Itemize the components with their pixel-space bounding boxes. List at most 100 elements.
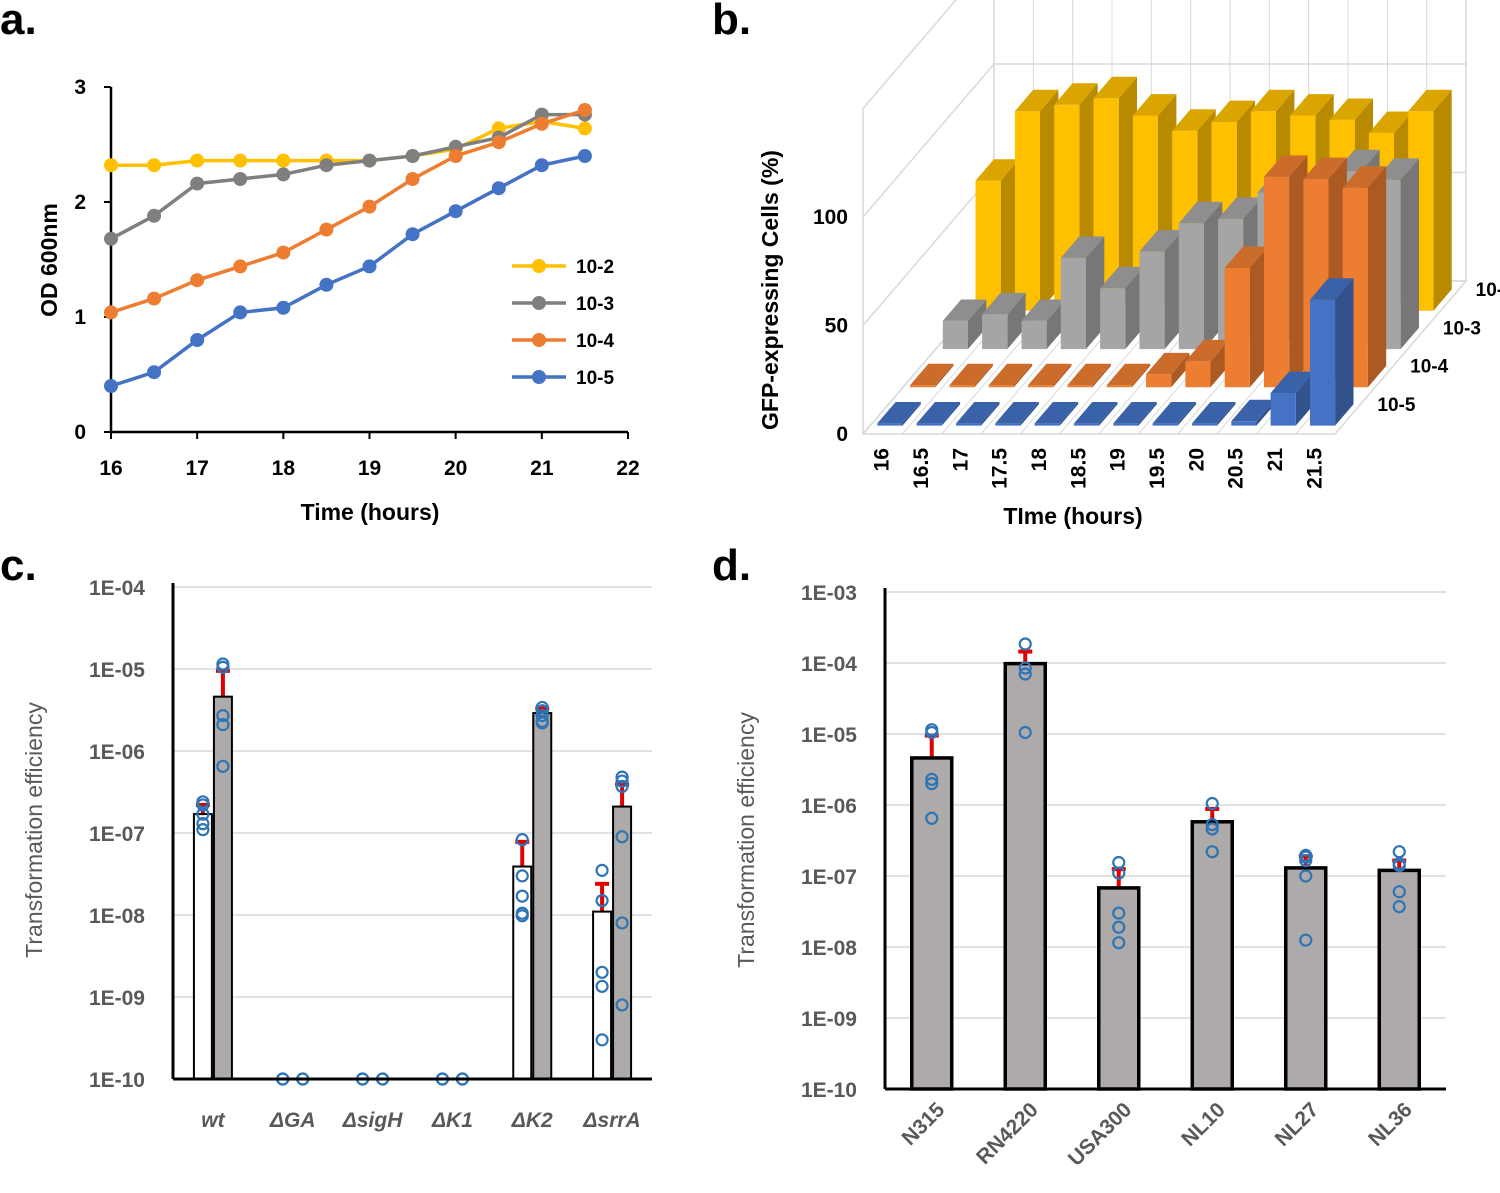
bar-top <box>1336 149 1380 172</box>
data-point <box>147 158 162 173</box>
x-tick-label: 18.5 <box>1067 448 1090 489</box>
bar-10-5 <box>1152 423 1178 426</box>
bar-top <box>877 402 921 424</box>
x-tick-label: USA300 <box>1064 1098 1136 1170</box>
data-point <box>535 716 549 730</box>
data-point <box>515 869 529 883</box>
chart-a-od600: 16 17 18 19 20 21 22 0 1 2 3 Time (hours) OD 600nm 10… <box>36 76 640 525</box>
data-point <box>577 103 592 117</box>
data-point <box>1392 845 1406 859</box>
data-point <box>515 889 529 903</box>
bar-top <box>1218 197 1262 219</box>
bar-top <box>1192 402 1236 424</box>
bar-top <box>1375 158 1419 180</box>
bar-top <box>988 363 1033 386</box>
data-point <box>491 181 506 196</box>
bar-side <box>1000 159 1019 311</box>
bar <box>212 695 233 1080</box>
data-point <box>276 153 291 168</box>
data-point <box>276 245 291 260</box>
y-axis-title: GFP-expressing Cells (%) <box>757 150 783 430</box>
bar-top <box>1146 352 1190 375</box>
data-point <box>405 149 420 163</box>
bar-side <box>1007 292 1026 350</box>
data-point <box>1112 855 1126 870</box>
bar-side <box>1046 299 1065 350</box>
data-point <box>491 135 506 150</box>
x-tick-label: 18 <box>1028 448 1051 472</box>
data-point <box>615 770 629 784</box>
data-point <box>1018 661 1032 675</box>
data-point <box>147 291 162 306</box>
x-tick-label: 19 <box>1107 448 1130 471</box>
data-point <box>233 153 248 168</box>
bar-top <box>1342 166 1387 188</box>
bar-10-4 <box>1224 268 1250 388</box>
bar-10-4 <box>988 385 1014 388</box>
y-tick-label: 0 <box>836 423 848 446</box>
bar-top <box>949 363 993 386</box>
bar-side <box>1335 278 1354 426</box>
bar-side <box>1177 402 1197 426</box>
bar-10-4 <box>910 385 936 388</box>
bar-top <box>1329 98 1373 120</box>
x-tick-label: 18 <box>272 457 296 480</box>
y-tick-label: 1E-10 <box>801 1079 857 1102</box>
y-axis-title: Transformation efficiency <box>733 712 759 968</box>
bar-10-4 <box>1264 176 1290 388</box>
data-point <box>190 333 205 347</box>
bar-side <box>1125 266 1144 350</box>
data-point <box>1018 725 1032 740</box>
bar-side <box>1020 402 1039 426</box>
bar-side <box>1040 89 1059 311</box>
bar-10-3 <box>1139 251 1165 350</box>
data-point <box>276 300 291 315</box>
bar-top <box>975 159 1019 181</box>
bar-side <box>981 402 1000 426</box>
data-point <box>448 149 463 163</box>
bar <box>592 910 613 1080</box>
bar-side <box>1164 230 1183 350</box>
bar-top <box>1152 402 1197 424</box>
bar-top <box>1290 94 1334 116</box>
data-point <box>615 830 629 844</box>
series-line-10-5 <box>110 154 586 388</box>
x-tick-label: N315 <box>898 1098 950 1150</box>
data-point <box>1205 845 1219 859</box>
panel-label-c: c. <box>0 541 37 590</box>
data-point <box>362 153 377 168</box>
data-point <box>577 149 592 163</box>
depth-axis-label: 10-2 <box>1476 280 1500 301</box>
data-point <box>925 777 939 791</box>
bar-top <box>995 402 1039 424</box>
data-point <box>595 893 609 908</box>
data-point <box>319 277 334 292</box>
bar <box>512 865 533 1081</box>
bar-side <box>1367 166 1387 388</box>
data-point <box>534 116 549 131</box>
y-axis-title: OD 600nm <box>36 203 62 317</box>
panel-label-b: b. <box>712 0 751 44</box>
bar-10-3 <box>1060 257 1086 350</box>
bar <box>1190 820 1234 1091</box>
data-point <box>147 208 162 223</box>
x-tick-label: ΔsigH <box>342 1109 403 1132</box>
bar-top <box>1100 266 1144 289</box>
data-point <box>196 807 210 821</box>
x-tick-label: ΔK2 <box>511 1109 553 1132</box>
depth-axis-label: 10-4 <box>1410 357 1448 378</box>
bar-top <box>1310 278 1354 300</box>
legend-marker <box>532 296 546 310</box>
bar-top <box>1408 89 1452 112</box>
bar <box>192 813 213 1081</box>
bar-side <box>1295 371 1315 426</box>
data-point <box>535 709 549 723</box>
x-tick-label: ΔsrrA <box>582 1109 640 1132</box>
bar-top <box>942 299 987 321</box>
data-point <box>1112 920 1126 934</box>
bar-top <box>1178 201 1223 224</box>
bar-side <box>1131 363 1151 388</box>
data-point <box>925 772 939 786</box>
data-point <box>216 717 230 732</box>
y-tick-label: 1E-05 <box>89 659 145 682</box>
